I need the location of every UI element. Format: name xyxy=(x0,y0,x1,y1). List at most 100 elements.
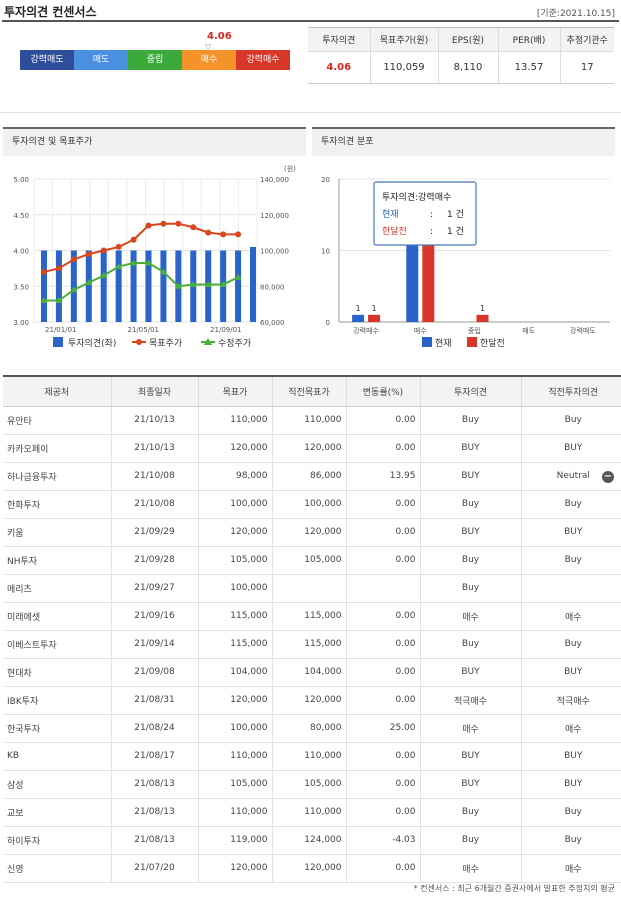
target-price-point xyxy=(175,220,182,227)
table-row: 현대차 21/09/08 104,000 104,000 0.00 BUY BUY xyxy=(3,658,621,687)
table-row: 신영 21/07/20 120,000 120,000 0.00 매수 매수 xyxy=(3,854,621,883)
change-cell: -4.03 xyxy=(345,826,420,855)
change-cell: 0.00 xyxy=(345,854,420,883)
target-cell: 115,000 xyxy=(197,602,272,631)
opinion-cell: BUY xyxy=(419,518,521,547)
category-label: 강력매도 xyxy=(570,326,596,335)
opinion-cell: Buy xyxy=(419,630,521,659)
table-row: 삼성 21/08/13 105,000 105,000 0.00 BUY BUY xyxy=(3,770,621,799)
target-cell: 105,000 xyxy=(197,546,272,575)
prev-opinion-cell: BUY xyxy=(520,434,621,463)
target-price-point xyxy=(115,243,122,250)
date-cell: 21/10/13 xyxy=(110,406,198,435)
opinion-bar xyxy=(145,250,152,322)
legend-label: 한달전 xyxy=(480,337,505,349)
summary-count: 17 xyxy=(559,51,614,84)
opinion-cell: 매수 xyxy=(419,714,521,743)
adjusted-price-point xyxy=(174,282,182,289)
y-tick-left: 4.50 xyxy=(13,212,29,220)
opinion-bar xyxy=(250,246,256,322)
date-cell: 21/09/29 xyxy=(110,518,198,547)
scale-sell: 매도 xyxy=(74,50,128,70)
table-row: 미래에셋 21/09/16 115,000 115,000 0.00 매수 매수 xyxy=(3,602,621,631)
y-tick-left: 4.00 xyxy=(13,248,29,256)
broker-cell: 현대차 xyxy=(3,658,111,687)
broker-cell: KB xyxy=(3,742,111,771)
target-price-point xyxy=(100,247,107,254)
y-tick-right: 100,000 xyxy=(260,248,289,256)
column-header: 투자의견 xyxy=(419,375,521,407)
column-header: 변동률(%) xyxy=(345,375,420,407)
broker-cell: 키움 xyxy=(3,518,111,547)
minus-circle-icon[interactable]: − xyxy=(602,471,614,483)
target-price-point xyxy=(70,256,77,263)
opinion-cell: Buy xyxy=(419,490,521,519)
target-cell: 110,000 xyxy=(197,406,272,435)
change-cell: 13.95 xyxy=(345,462,420,491)
adjusted-price-point xyxy=(159,268,167,275)
date-cell: 21/09/14 xyxy=(110,630,198,659)
category-label: 강력매수 xyxy=(353,326,379,335)
tooltip-sep: : xyxy=(430,210,433,220)
opinion-cell: Buy xyxy=(419,406,521,435)
change-cell: 0.00 xyxy=(345,686,420,715)
x-tick: 21/05/01 xyxy=(128,326,159,334)
unit-label: (원) xyxy=(284,164,296,173)
summary-eps: 8,110 xyxy=(437,51,498,84)
category-label: 중립 xyxy=(468,327,481,335)
change-cell: 0.00 xyxy=(345,490,420,519)
change-cell: 0.00 xyxy=(345,406,420,435)
target-price-point xyxy=(85,251,92,258)
prev-target-cell: 124,000 xyxy=(271,826,346,855)
date-cell: 21/08/13 xyxy=(110,770,198,799)
dist-chart-header: 투자의견 분포 xyxy=(312,127,615,156)
summary-opinion: 4.06 xyxy=(308,51,370,84)
target-cell: 100,000 xyxy=(197,490,272,519)
column-header: 최종일자 xyxy=(110,375,198,407)
x-tick: 21/01/01 xyxy=(45,326,76,334)
prev-opinion-cell: Buy xyxy=(520,826,621,855)
line-chart: 5.00 140,000 4.50 120,000 4.00 100,000 3.50 80,… xyxy=(13,164,296,349)
table-row: 하이투자 21/08/13 119,000 124,000 -4.03 Buy Buy xyxy=(3,826,621,855)
date-cell: 21/07/20 xyxy=(110,854,198,883)
summary-header: 투자의견 xyxy=(308,27,370,52)
opinion-cell: BUY xyxy=(419,434,521,463)
y-tick-right: 120,000 xyxy=(260,212,289,220)
adjusted-price-point xyxy=(70,286,78,293)
tooltip-prev-value: 1 건 xyxy=(447,226,464,237)
change-cell: 0.00 xyxy=(345,742,420,771)
legend-label: 수정주가 xyxy=(218,338,251,349)
target-price-point xyxy=(220,231,227,238)
target-cell: 104,000 xyxy=(197,658,272,687)
table-row: 한국투자 21/08/24 100,000 80,000 25.00 매수 매수 xyxy=(3,714,621,743)
broker-cell: 신영 xyxy=(3,854,111,883)
opinion-bar xyxy=(85,250,92,322)
target-cell: 115,000 xyxy=(197,630,272,659)
legend-swatch xyxy=(467,337,477,347)
category-label: 매수 xyxy=(414,327,427,335)
prev-target-cell: 115,000 xyxy=(271,630,346,659)
change-cell: 0.00 xyxy=(345,798,420,827)
target-cell: 105,000 xyxy=(197,770,272,799)
opinion-cell: Buy xyxy=(419,798,521,827)
prev-target-cell: 120,000 xyxy=(271,518,346,547)
table-row: NH투자 21/09/28 105,000 105,000 0.00 Buy Buy xyxy=(3,546,621,575)
opinion-cell: 매수 xyxy=(419,602,521,631)
broker-cell: 한화투자 xyxy=(3,490,111,519)
change-cell: 0.00 xyxy=(345,546,420,575)
prev-opinion-cell: 매수 xyxy=(520,602,621,631)
legend-swatch xyxy=(422,337,432,347)
adjusted-price-point xyxy=(40,297,48,304)
divider xyxy=(0,112,621,113)
change-cell: 25.00 xyxy=(345,714,420,743)
bar-value-label: 1 xyxy=(480,304,485,313)
y-tick-right: 140,000 xyxy=(260,176,289,184)
table-row: 유안타 21/10/13 110,000 110,000 0.00 Buy Buy xyxy=(3,406,621,435)
target-price-point xyxy=(160,220,167,227)
scale-neutral: 중립 xyxy=(128,50,182,70)
opinion-cell: 적극매수 xyxy=(419,686,521,715)
tooltip-sep: : xyxy=(430,227,433,237)
legend-label: 투자의견(좌) xyxy=(68,337,116,349)
broker-cell: 이베스트투자 xyxy=(3,630,111,659)
